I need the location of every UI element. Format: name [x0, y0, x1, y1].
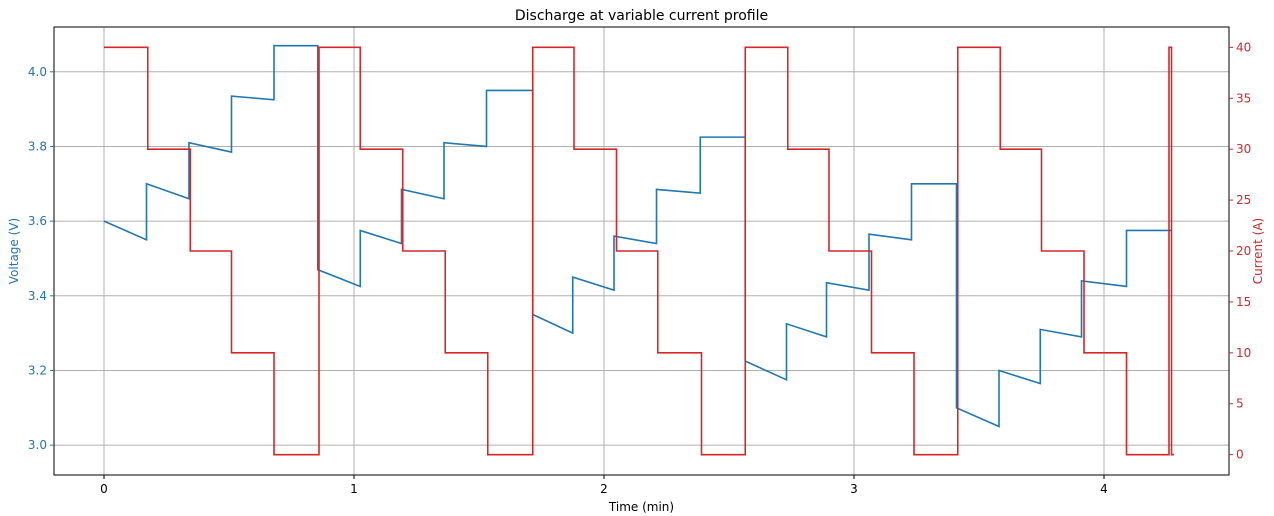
y-right-tick-label: 0 — [1236, 448, 1244, 462]
x-tick-label: 4 — [1100, 482, 1108, 496]
x-axis-label: Time (min) — [608, 500, 674, 514]
y-axis-right-label: Current (A) — [1251, 218, 1265, 284]
y-left-tick-label: 3.0 — [28, 438, 47, 452]
y-left-tick-label: 3.6 — [28, 214, 47, 228]
y-left-tick-label: 4.0 — [28, 65, 47, 79]
y-right-tick-label: 10 — [1236, 346, 1251, 360]
x-tick-label: 2 — [600, 482, 608, 496]
y-right-tick-label: 35 — [1236, 91, 1251, 105]
x-tick-label: 1 — [350, 482, 358, 496]
current-series-line — [104, 46, 1174, 456]
x-tick-label: 0 — [100, 482, 108, 496]
y-left-tick-label: 3.8 — [28, 139, 47, 153]
y-right-tick-label: 20 — [1236, 244, 1251, 258]
axes: 0 1 2 3 4 3.0 3.2 3.4 3.6 3.8 4.0 0 5 10 15 20 25 30 35 40 — [28, 40, 1251, 496]
x-tick-label: 3 — [850, 482, 858, 496]
chart-title: Discharge at variable current profile — [515, 8, 768, 24]
grid-lines — [54, 27, 1229, 475]
y-left-tick-label: 3.2 — [28, 363, 47, 377]
y-right-tick-label: 15 — [1236, 295, 1251, 309]
y-right-tick-label: 30 — [1236, 142, 1251, 156]
voltage-series-line — [103, 44, 1172, 428]
series-lines — [103, 44, 1174, 456]
y-right-tick-label: 25 — [1236, 193, 1251, 207]
y-axis-left-label: Voltage (V) — [7, 218, 21, 284]
y-right-tick-label: 40 — [1236, 40, 1251, 54]
y-left-tick-label: 3.4 — [28, 289, 47, 303]
y-right-tick-label: 5 — [1236, 397, 1244, 411]
